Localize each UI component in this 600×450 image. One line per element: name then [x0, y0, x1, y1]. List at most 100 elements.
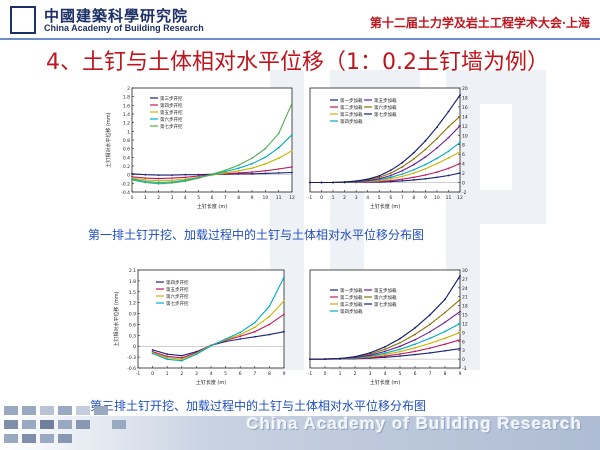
x-tick-label: 12: [457, 195, 463, 201]
data-point: [283, 330, 285, 333]
data-point: [239, 331, 242, 334]
data-point: [211, 173, 213, 176]
y-tick-label: 30: [462, 268, 468, 274]
x-tick-label: 6: [211, 195, 214, 201]
cabr-logo: 中國建築科學研究院 China Academy of Building Rese…: [6, 4, 236, 36]
series-line: [310, 94, 461, 184]
data-point: [424, 148, 427, 151]
data-point: [366, 178, 369, 181]
y-tick-label: 0.6: [123, 147, 130, 153]
x-tick-label: 8: [237, 195, 240, 201]
data-point: [399, 348, 401, 351]
data-point: [459, 162, 461, 165]
data-point: [171, 182, 173, 184]
data-point: [151, 352, 154, 355]
data-point: [401, 173, 404, 175]
data-point: [399, 341, 401, 344]
data-point: [401, 169, 404, 172]
x-tick-label: 6: [414, 371, 417, 377]
x-tick-label: 4: [366, 195, 369, 201]
data-point: [264, 162, 267, 165]
x-tick-label: 8: [444, 371, 447, 377]
data-point: [436, 176, 438, 179]
data-point: [277, 132, 280, 135]
x-axis-label: 土钉长度 (m): [196, 379, 226, 386]
x-tick-label: 2: [157, 195, 160, 201]
data-point: [459, 322, 461, 325]
x-tick-label: -1: [308, 371, 313, 377]
x-tick-label: 3: [369, 371, 372, 377]
legend-entry: 第五步开挖: [166, 286, 189, 293]
x-tick-label: 5: [224, 371, 227, 377]
data-point: [264, 169, 267, 172]
y-tick-label: 0: [127, 173, 130, 179]
data-point: [195, 353, 198, 356]
data-point: [277, 172, 280, 174]
data-point: [399, 337, 401, 340]
y-tick-label: 16: [462, 105, 468, 111]
data-point: [429, 337, 431, 340]
y-axis-label: 土钉相对水平位移 (mm): [113, 291, 120, 346]
y-tick-label: 1.2: [123, 121, 130, 127]
y-tick-label: -0.4: [121, 190, 130, 196]
y-tick-label: 1.6: [123, 103, 130, 109]
y-tick-label: 12: [462, 124, 468, 130]
x-tick-label: 4: [384, 371, 387, 377]
data-point: [166, 355, 169, 358]
y-tick-label: 2: [462, 171, 465, 177]
series-line: [152, 277, 285, 362]
data-point: [436, 171, 438, 174]
y-tick-label: 1.8: [129, 279, 136, 285]
data-point: [414, 353, 416, 356]
legend-entry: 第五步加载: [374, 97, 397, 104]
data-point: [291, 149, 293, 152]
data-point: [378, 177, 381, 180]
data-point: [264, 156, 267, 159]
y-tick-label: 0: [133, 344, 136, 350]
x-axis-label: 土钉长度 (m): [370, 203, 400, 210]
y-tick-label: 0.2: [123, 164, 130, 170]
data-point: [157, 179, 160, 182]
header-divider: [0, 38, 600, 40]
x-tick-label: 11: [446, 195, 452, 201]
data-point: [291, 133, 293, 136]
data-point: [277, 157, 280, 160]
data-point: [384, 353, 386, 356]
data-point: [384, 346, 386, 348]
data-point: [459, 275, 461, 277]
y-tick-label: 2.1: [129, 268, 136, 274]
legend-entry: 第六步加载: [374, 104, 397, 111]
series-line: [152, 331, 285, 357]
y-tick-label: 0.3: [129, 333, 136, 339]
data-point: [277, 168, 280, 170]
data-point: [401, 161, 404, 164]
data-point: [268, 315, 271, 318]
y-tick-label: 9: [462, 330, 465, 336]
plot-frame: [137, 269, 285, 369]
data-point: [144, 178, 147, 181]
data-point: [444, 298, 446, 301]
data-point: [399, 350, 401, 353]
data-point: [447, 167, 450, 170]
data-point: [459, 310, 461, 313]
x-tick-label: 6: [239, 371, 242, 377]
data-point: [224, 169, 227, 172]
data-point: [401, 175, 404, 178]
y-tick-label: 3: [462, 348, 465, 354]
footer-institute-name: China Academy of Building Research: [246, 414, 582, 433]
y-tick-label: 27: [462, 277, 468, 283]
data-point: [412, 172, 415, 174]
data-point: [332, 181, 334, 184]
legend-entry: 第一步加载: [340, 97, 363, 104]
data-point: [429, 342, 431, 345]
y-tick-label: -3: [462, 366, 467, 372]
x-tick-label: 0: [151, 371, 154, 377]
data-point: [436, 162, 438, 165]
x-tick-label: 1: [166, 371, 169, 377]
data-point: [378, 175, 381, 177]
legend-entry: 第四步开挖: [160, 102, 183, 109]
x-tick-label: 1: [339, 371, 342, 377]
legend-entry: 第三步加载: [340, 301, 363, 308]
